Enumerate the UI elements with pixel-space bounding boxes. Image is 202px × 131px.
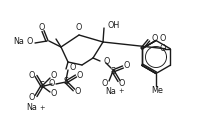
Text: O: O [75, 86, 81, 95]
Text: O: O [39, 23, 45, 31]
Text: O: O [51, 89, 57, 97]
Text: O: O [69, 62, 75, 72]
Text: O: O [49, 80, 55, 89]
Text: O: O [29, 70, 35, 80]
Text: O: O [76, 23, 82, 32]
Text: O: O [159, 44, 165, 53]
Text: OH: OH [107, 20, 119, 29]
Text: O: O [103, 56, 109, 66]
Text: +: + [118, 88, 124, 94]
Text: +: + [39, 105, 45, 111]
Text: S: S [63, 78, 68, 86]
Text: O: O [152, 34, 158, 43]
Text: O: O [27, 37, 33, 47]
Text: O: O [119, 80, 125, 89]
Text: O: O [124, 61, 130, 70]
Text: O: O [77, 70, 83, 80]
Text: Na: Na [106, 86, 116, 95]
Text: O: O [51, 72, 57, 81]
Text: Me: Me [151, 86, 163, 95]
Text: S: S [39, 81, 45, 91]
Text: Na: Na [14, 37, 24, 45]
Text: O: O [159, 34, 165, 43]
Text: O: O [29, 94, 35, 102]
Text: Na: Na [26, 103, 37, 113]
Text: S: S [110, 67, 116, 75]
Text: O: O [102, 80, 108, 89]
